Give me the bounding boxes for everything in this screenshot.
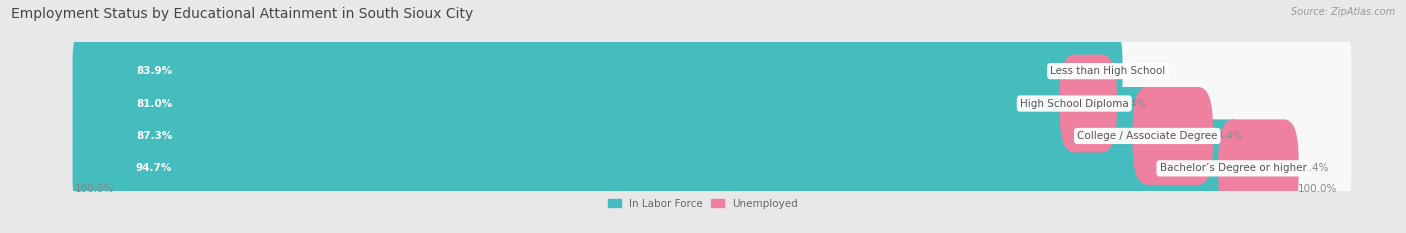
Text: 0.0%: 0.0% <box>1126 66 1153 76</box>
Text: College / Associate Degree: College / Associate Degree <box>1077 131 1218 141</box>
FancyBboxPatch shape <box>1060 55 1116 152</box>
Text: Bachelor’s Degree or higher: Bachelor’s Degree or higher <box>1160 163 1306 173</box>
Legend: In Labor Force, Unemployed: In Labor Force, Unemployed <box>605 194 801 213</box>
FancyBboxPatch shape <box>73 120 1247 217</box>
FancyBboxPatch shape <box>73 120 1351 217</box>
Text: Less than High School: Less than High School <box>1050 66 1166 76</box>
FancyBboxPatch shape <box>73 24 1351 121</box>
FancyBboxPatch shape <box>73 55 1088 152</box>
Text: 100.0%: 100.0% <box>75 184 114 194</box>
Text: 100.0%: 100.0% <box>1298 184 1337 194</box>
FancyBboxPatch shape <box>73 55 1351 152</box>
FancyBboxPatch shape <box>73 22 1351 120</box>
Text: 87.3%: 87.3% <box>136 131 173 141</box>
Text: 94.7%: 94.7% <box>136 163 173 173</box>
FancyBboxPatch shape <box>73 88 1351 186</box>
Text: 81.0%: 81.0% <box>136 99 173 109</box>
FancyBboxPatch shape <box>73 56 1351 154</box>
FancyBboxPatch shape <box>1219 120 1299 217</box>
FancyBboxPatch shape <box>73 87 1351 185</box>
Text: Source: ZipAtlas.com: Source: ZipAtlas.com <box>1291 7 1395 17</box>
Text: 2.4%: 2.4% <box>1121 99 1147 109</box>
FancyBboxPatch shape <box>73 22 1122 120</box>
FancyBboxPatch shape <box>1133 87 1213 185</box>
Text: Employment Status by Educational Attainment in South Sioux City: Employment Status by Educational Attainm… <box>11 7 474 21</box>
Text: 4.4%: 4.4% <box>1216 131 1243 141</box>
Text: High School Diploma: High School Diploma <box>1019 99 1129 109</box>
FancyBboxPatch shape <box>73 121 1351 219</box>
FancyBboxPatch shape <box>73 87 1161 185</box>
Text: 83.9%: 83.9% <box>136 66 172 76</box>
Text: 4.4%: 4.4% <box>1302 163 1329 173</box>
